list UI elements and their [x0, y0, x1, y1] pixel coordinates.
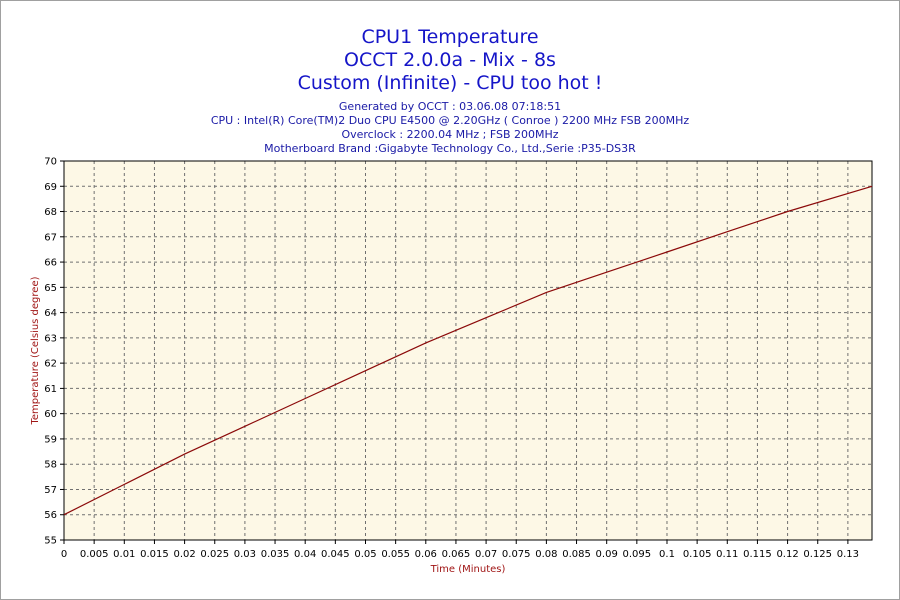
y-axis-title: Temperature (Celsius degree): [30, 276, 41, 425]
chart-title: CPU1 Temperature: [361, 26, 539, 48]
x-tick-label: 0.125: [803, 549, 832, 560]
x-tick-label: 0.08: [535, 549, 557, 560]
grid-lines: [64, 161, 872, 540]
x-tick-label: 0.025: [200, 549, 229, 560]
y-tick-label: 67: [44, 232, 57, 243]
y-tick-label: 65: [44, 283, 57, 294]
x-axis-title: Time (Minutes): [430, 564, 506, 575]
y-axis-ticks: 55 56 57 58 59 60 61 62 63 64 65 66 67 68 69 70: [44, 157, 64, 547]
overclock-info: Overclock : 2200.04 MHz ; FSB 200MHz: [341, 128, 559, 141]
x-tick-label: 0.085: [562, 549, 591, 560]
x-tick-label: 0.09: [596, 549, 618, 560]
chart-header: CPU1 Temperature OCCT 2.0.0a - Mix - 8s …: [0, 26, 900, 156]
chart-subtitle-test: OCCT 2.0.0a - Mix - 8s: [344, 49, 556, 71]
chart-subtitle-status: Custom (Infinite) - CPU too hot !: [297, 72, 603, 94]
series-group: [63, 185, 873, 516]
y-tick-label: 60: [44, 409, 57, 420]
x-tick-label: 0.04: [294, 549, 316, 560]
x-tick-label: 0.115: [743, 549, 772, 560]
x-tick-label: 0.005: [80, 549, 109, 560]
x-tick-label: 0: [61, 549, 67, 560]
y-tick-label: 62: [44, 359, 57, 370]
y-tick-label: 69: [44, 182, 57, 193]
y-tick-label: 70: [44, 157, 57, 168]
y-tick-label: 57: [44, 485, 57, 496]
x-tick-label: 0.065: [442, 549, 471, 560]
x-tick-label: 0.035: [261, 549, 290, 560]
x-tick-label: 0.03: [234, 549, 256, 560]
x-tick-label: 0.095: [623, 549, 652, 560]
y-tick-label: 59: [44, 434, 57, 445]
y-tick-label: 63: [44, 333, 57, 344]
x-tick-label: 0.07: [475, 549, 497, 560]
y-tick-label: 58: [44, 460, 57, 471]
x-axis-ticks: 0 0.005 0.01 0.015 0.02 0.025 0.03 0.035 0.04 0.0…: [61, 540, 859, 560]
x-tick-label: 0.075: [502, 549, 531, 560]
x-tick-label: 0.105: [683, 549, 712, 560]
cpu-info: CPU : Intel(R) Core(TM)2 Duo CPU E4500 @…: [210, 114, 690, 127]
y-tick-label: 68: [44, 207, 57, 218]
x-tick-label: 0.015: [140, 549, 169, 560]
axes: [63, 160, 873, 541]
generated-info: Generated by OCCT : 03.06.08 07:18:51: [338, 100, 562, 113]
series-line: [63, 185, 873, 516]
x-tick-label: 0.13: [837, 549, 859, 560]
y-tick-label: 66: [44, 258, 57, 269]
x-tick-label: 0.01: [113, 549, 135, 560]
y-tick-label: 56: [44, 510, 57, 521]
x-tick-label: 0.02: [173, 549, 195, 560]
plot-border: [63, 160, 873, 541]
x-tick-label: 0.05: [354, 549, 376, 560]
x-tick-label: 0.045: [321, 549, 350, 560]
x-tick-label: 0.12: [776, 549, 798, 560]
x-tick-label: 0.055: [381, 549, 410, 560]
y-tick-label: 64: [44, 308, 57, 319]
plot-area: [64, 161, 872, 540]
x-tick-label: 0.11: [716, 549, 738, 560]
x-tick-label: 0.06: [415, 549, 437, 560]
x-tick-label: 0.1: [659, 549, 675, 560]
motherboard-info: Motherboard Brand :Gigabyte Technology C…: [264, 142, 636, 155]
y-tick-label: 55: [44, 536, 57, 547]
y-tick-label: 61: [44, 384, 57, 395]
